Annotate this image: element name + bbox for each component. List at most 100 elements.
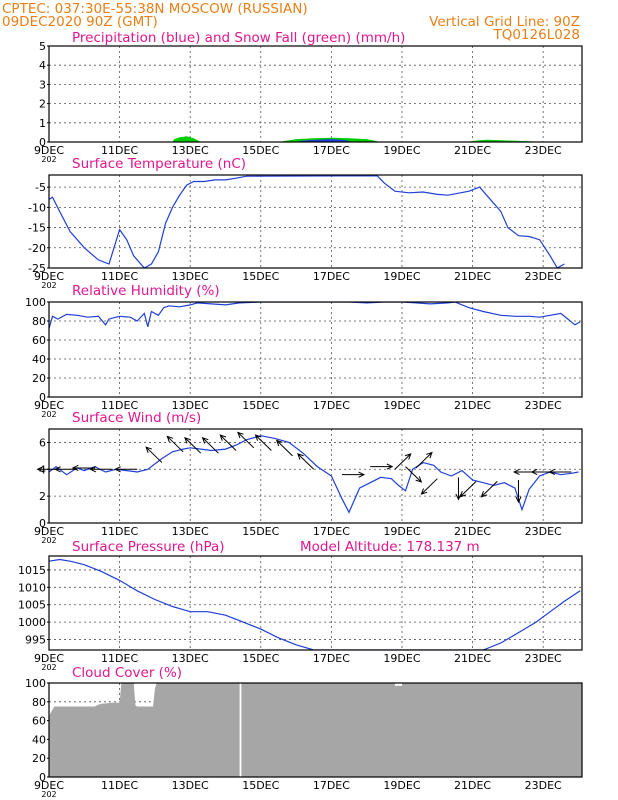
temp-xtick-2: 13DEC — [172, 270, 209, 283]
model-altitude-label: Model Altitude: 178.137 m — [300, 539, 480, 555]
temp-xtick-5: 19DEC — [383, 270, 420, 283]
rh-xtick-7: 23DEC — [525, 399, 562, 412]
wind-wind-arrow-5 — [145, 446, 163, 463]
temp-panel: Surface Temperature (nC) -25 -20 -15 -10 -5 9D… — [28, 156, 583, 290]
pressure-xtick-5: 19DEC — [383, 652, 420, 665]
precip-xtick-6: 21DEC — [454, 144, 491, 157]
wind-ytick-1: 2 — [39, 490, 46, 503]
pressure-ytick-2: 1005 — [18, 599, 46, 612]
pressure-data — [49, 558, 581, 650]
precip-title: Precipitation (blue) and Snow Fall (gree… — [72, 30, 405, 46]
cloud-xtick-7: 23DEC — [525, 779, 562, 792]
precip-xtick-2: 13DEC — [172, 144, 209, 157]
temp-xtick-3: 15DEC — [242, 270, 279, 283]
cloud-xtick-0: 9DEC — [34, 779, 64, 792]
rh-xtick-2: 13DEC — [172, 399, 209, 412]
temp-ytick-2: -15 — [28, 222, 46, 235]
pressure-ytick-3: 1010 — [18, 581, 46, 594]
precip-panel: Precipitation (blue) and Snow Fall (gree… — [34, 30, 583, 164]
cloud-ytick-3: 60 — [32, 715, 46, 728]
pressure-xtick-7: 23DEC — [525, 652, 562, 665]
precip-area-1 — [296, 139, 353, 142]
temp-ytick-0: -25 — [28, 262, 46, 275]
precip-ytick-4: 4 — [39, 59, 46, 72]
wind-wind-arrow-12 — [275, 439, 293, 457]
wind-wind-arrow-13 — [297, 453, 315, 470]
header-date: 09DEC2020 90Z (GMT) — [2, 14, 158, 30]
pressure-xstub: 202 — [41, 663, 56, 672]
wind-wind-arrow-6 — [166, 435, 184, 453]
cloud-data — [49, 683, 582, 777]
wind-xtick-6: 21DEC — [454, 525, 491, 538]
pressure-xtick-4: 17DEC — [313, 652, 350, 665]
wind-wind-arrow-3 — [89, 466, 113, 473]
wind-wind-arrow-19 — [420, 478, 438, 495]
wind-wind-arrow-14 — [341, 471, 366, 478]
rh-ytick-4: 80 — [32, 315, 46, 328]
wind-xstub: 202 — [41, 536, 56, 545]
temp-title: Surface Temperature (nC) — [72, 156, 246, 172]
rh-xtick-4: 17DEC — [313, 399, 350, 412]
precip-xtick-1: 11DEC — [101, 144, 138, 157]
precip-data — [172, 136, 544, 142]
wind-xtick-5: 19DEC — [383, 525, 420, 538]
rh-ytick-5: 100 — [25, 296, 46, 309]
header-run-id: TQ0126L028 — [492, 27, 580, 43]
pressure-title: Surface Pressure (hPa) — [72, 539, 225, 555]
wind-wind-arrow-23 — [515, 480, 522, 504]
temp-ytick-3: -10 — [28, 201, 46, 214]
rh-ytick-0: 0 — [39, 391, 46, 404]
wind-wind-arrow-16 — [394, 453, 412, 470]
rh-xtick-6: 21DEC — [454, 399, 491, 412]
wind-frame — [48, 428, 583, 524]
wind-wind-arrow-10 — [237, 431, 255, 449]
rh-xtick-3: 15DEC — [242, 399, 279, 412]
temp-data — [49, 175, 565, 268]
wind-wind-arrow-18 — [415, 451, 433, 469]
wind-xtick-0: 9DEC — [34, 525, 64, 538]
wind-wind-arrow-11 — [254, 434, 272, 451]
precip-ytick-1: 1 — [39, 117, 46, 130]
cloud-xtick-6: 21DEC — [454, 779, 491, 792]
precip-area-0 — [172, 136, 544, 142]
rh-frame — [48, 301, 583, 398]
cloud-frame — [48, 682, 583, 778]
cloud-area-0 — [49, 683, 582, 777]
precip-ytick-2: 2 — [39, 98, 46, 111]
wind-wind-arrow-2 — [71, 464, 95, 472]
precip-xtick-7: 23DEC — [525, 144, 562, 157]
header-station: CPTEC: 037:30E-55:38N MOSCOW (RUSSIAN) — [2, 1, 308, 17]
temp-xtick-1: 11DEC — [101, 270, 138, 283]
pressure-ytick-1: 1000 — [18, 616, 46, 629]
cloud-ytick-1: 20 — [32, 752, 46, 765]
cloud-notch — [394, 683, 402, 686]
cloud-xtick-4: 17DEC — [313, 779, 350, 792]
cloud-ytick-2: 40 — [32, 733, 46, 746]
rh-xtick-5: 19DEC — [383, 399, 420, 412]
pressure-xtick-2: 13DEC — [172, 652, 209, 665]
pressure-line-0 — [49, 558, 581, 650]
wind-wind-arrow-17 — [405, 466, 423, 483]
wind-xtick-1: 11DEC — [101, 525, 138, 538]
wind-wind-arrow-1 — [54, 466, 78, 473]
panels-group: Precipitation (blue) and Snow Fall (gree… — [18, 30, 583, 799]
precip-frame — [48, 45, 583, 143]
precip-xtick-4: 17DEC — [313, 144, 350, 157]
precip-ytick-5: 5 — [39, 40, 46, 53]
wind-xtick-2: 13DEC — [172, 525, 209, 538]
wind-ytick-3: 6 — [39, 436, 46, 449]
wind-xtick-7: 23DEC — [525, 525, 562, 538]
rh-ytick-1: 20 — [32, 372, 46, 385]
pressure-xtick-6: 21DEC — [454, 652, 491, 665]
wind-wind-arrow-15 — [370, 463, 394, 470]
wind-wind-arrow-4 — [114, 466, 138, 473]
cloud-ytick-5: 100 — [25, 677, 46, 690]
rh-title: Relative Humidity (%) — [72, 283, 220, 299]
wind-wind-arrow-26 — [548, 468, 572, 476]
temp-xtick-0: 9DEC — [34, 270, 64, 283]
precip-ytick-0: 0 — [39, 136, 46, 149]
wind-wind-arrow-8 — [201, 436, 219, 454]
temp-xtick-4: 17DEC — [313, 270, 350, 283]
wind-wind-arrow-7 — [184, 436, 202, 454]
